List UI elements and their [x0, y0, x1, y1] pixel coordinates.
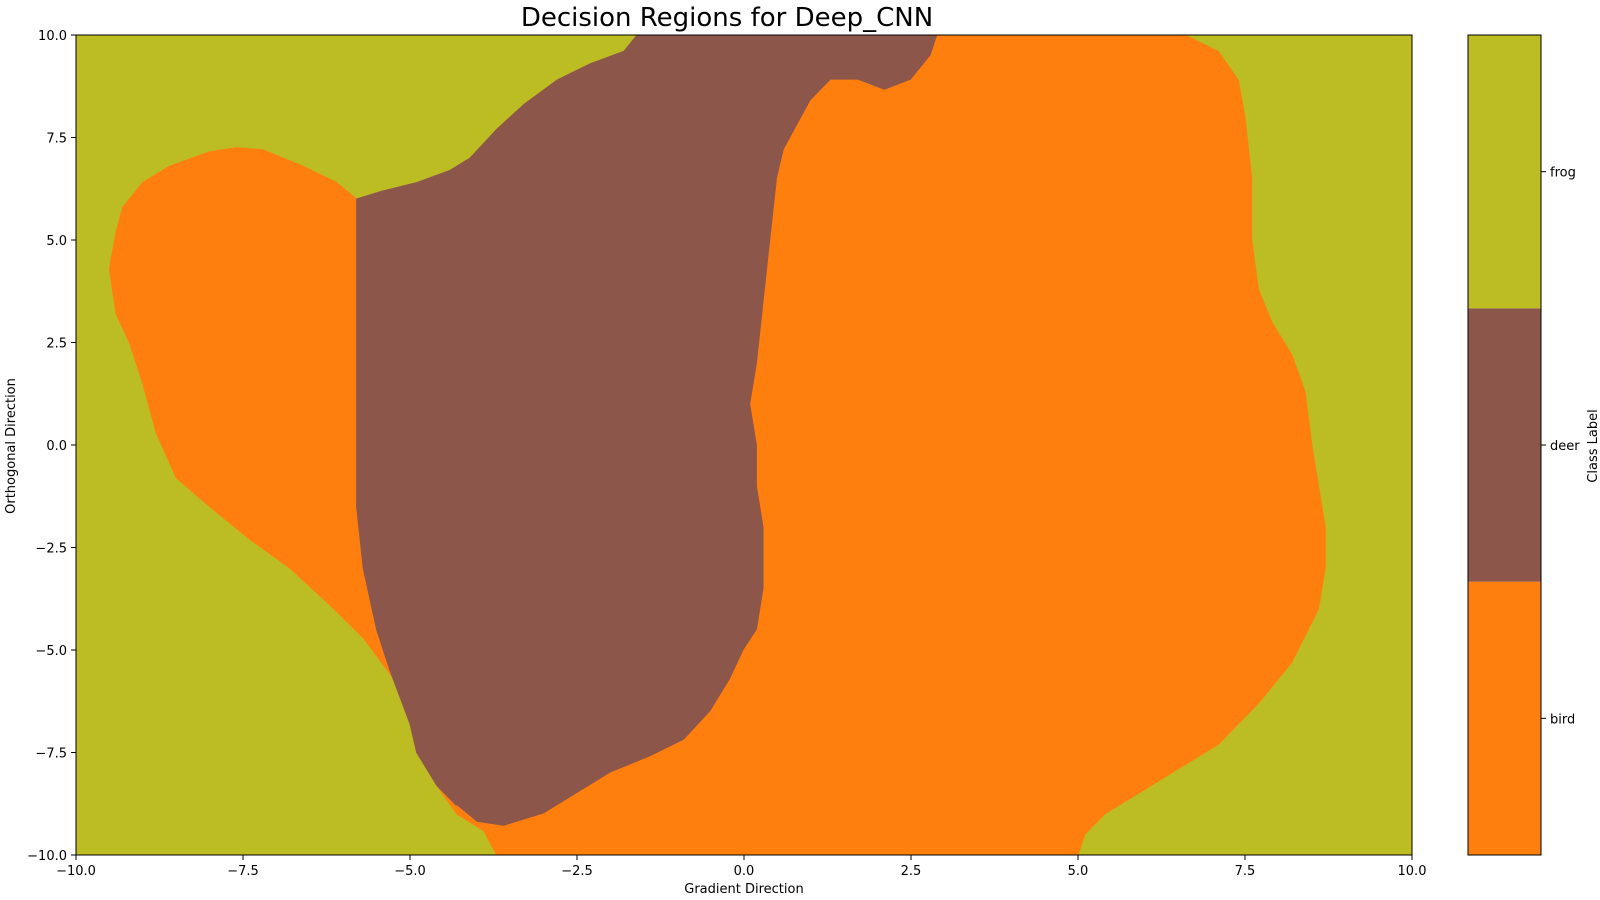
x-tick-label: −10.0: [56, 864, 96, 879]
colorbar-segment-deer: [1468, 308, 1541, 582]
colorbar-tick-label: frog: [1550, 166, 1576, 181]
plot-area: [75, 34, 1413, 856]
x-tick-label: −5.0: [394, 864, 426, 879]
y-tick-label: −7.5: [35, 747, 67, 762]
colorbar-segment-bird: [1468, 581, 1541, 855]
colorbar: bird deer frog Class Label: [1467, 34, 1600, 856]
colorbar-label: Class Label: [1586, 409, 1600, 482]
y-tick-label: −5.0: [35, 644, 67, 659]
x-tick-label: 5.0: [1068, 864, 1089, 879]
y-tick-label: 2.5: [46, 337, 67, 352]
y-axis-label: Orthogonal Direction: [4, 378, 19, 514]
region-bird-main: [456, 34, 1326, 856]
y-tick-label: 7.5: [46, 132, 67, 147]
x-axis-label: Gradient Direction: [684, 882, 803, 897]
colorbar-tick-label: deer: [1550, 439, 1580, 454]
colorbar-tick-label: bird: [1550, 712, 1575, 727]
y-tick-label: 5.0: [46, 234, 67, 249]
x-tick-label: 2.5: [901, 864, 922, 879]
y-tick-label: 0.0: [46, 439, 67, 454]
colorbar-segments: [1468, 35, 1541, 855]
x-tick-label: 10.0: [1398, 864, 1427, 879]
x-tick-label: 0.0: [734, 864, 755, 879]
colorbar-ticks: bird deer frog: [1541, 166, 1580, 727]
y-tick-label: −2.5: [35, 542, 67, 557]
y-tick-label: 10.0: [38, 29, 67, 44]
x-tick-label: −2.5: [561, 864, 593, 879]
x-axis-ticks: −10.0 −7.5 −5.0 −2.5 0.0 2.5 5.0 7.5 10.0: [56, 855, 1426, 879]
colorbar-segment-frog: [1468, 35, 1541, 309]
chart-title: Decision Regions for Deep_CNN: [521, 3, 933, 33]
y-axis-ticks: −10.0 −7.5 −5.0 −2.5 0.0 2.5 5.0 7.5 10.0: [27, 29, 76, 864]
region-group: [108, 34, 1326, 856]
y-tick-label: −10.0: [27, 849, 67, 864]
x-tick-label: 7.5: [1235, 864, 1256, 879]
x-tick-label: −7.5: [227, 864, 259, 879]
